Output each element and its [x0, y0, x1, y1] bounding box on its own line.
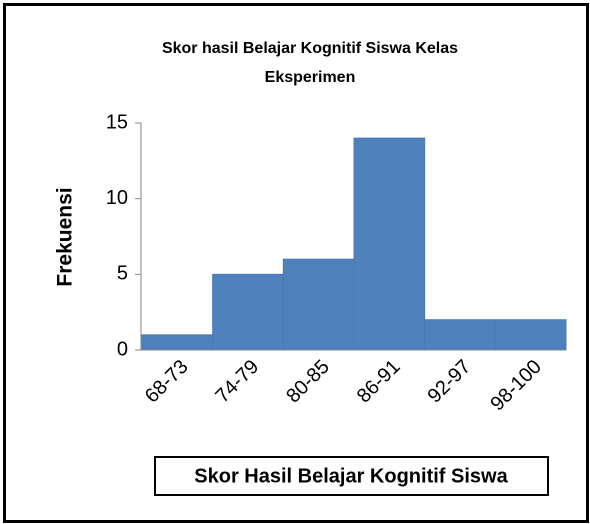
x-tick-label: 68-73 — [141, 356, 193, 408]
x-tick-label: 74-79 — [212, 356, 264, 408]
chart-border — [3, 3, 589, 523]
x-axis-label: Skor Hasil Belajar Kognitif Siswa — [194, 465, 508, 487]
bar — [282, 258, 355, 351]
x-tick-label: 92-97 — [424, 356, 476, 408]
bar — [141, 334, 214, 351]
y-axis-label: Frekuensi — [54, 187, 77, 286]
x-tick-label: 86-91 — [353, 356, 405, 408]
bar — [212, 273, 284, 351]
y-tick-label: 0 — [117, 338, 128, 360]
x-tick-label: 80-85 — [282, 356, 334, 408]
x-tick-label: 98-100 — [486, 356, 546, 416]
y-tick-label: 15 — [106, 111, 128, 133]
bar — [353, 137, 426, 351]
chart-title: Skor hasil Belajar Kognitif Siswa Kelas … — [161, 40, 459, 86]
y-tick-label: 10 — [106, 187, 128, 209]
bar — [494, 319, 567, 351]
bar — [424, 319, 496, 351]
x-axis-label-box — [154, 456, 549, 496]
y-tick-label: 5 — [117, 263, 128, 285]
